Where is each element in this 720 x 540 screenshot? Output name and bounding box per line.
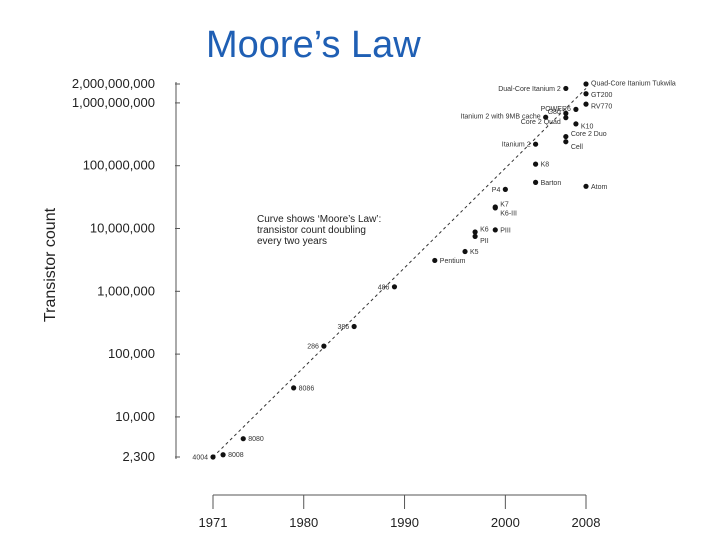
y-tick-label: 100,000,000	[83, 158, 155, 173]
slide-title: Moore’s Law	[206, 24, 421, 66]
data-point-label: Quad-Core Itanium Tukwila	[591, 81, 676, 88]
y-tick-label: 1,000,000	[97, 283, 155, 298]
data-point-label: PIII	[500, 227, 511, 234]
annotation-line: transistor count doubling	[257, 225, 366, 236]
data-point	[563, 85, 569, 92]
data-point	[492, 227, 498, 233]
annotation-line: every two years	[257, 236, 327, 247]
data-point	[462, 248, 468, 255]
y-tick-label: 2,000,000,000	[72, 76, 155, 91]
data-point-label: K5	[470, 249, 479, 256]
data-point	[220, 452, 226, 458]
data-point	[583, 91, 589, 97]
data-point-label: K6-III	[500, 210, 517, 217]
y-tick-label: 1,000,000,000	[72, 95, 155, 110]
data-point	[583, 101, 589, 107]
data-point-label: 8008	[228, 452, 244, 459]
x-tick-label: 2000	[491, 515, 520, 530]
data-point	[532, 179, 539, 185]
data-points-layer: 4004 8008 8080 8086 286 386 486 Pentium K5 K6 PII P…	[192, 81, 675, 462]
data-point	[532, 141, 539, 147]
x-axis: 1971 1980 1990 2000 2008	[199, 494, 601, 530]
data-point-label: RV770	[591, 104, 612, 111]
data-point-label: Barton	[541, 180, 562, 187]
data-point	[432, 257, 438, 264]
data-point	[563, 139, 569, 145]
x-tick-label: 2008	[572, 515, 601, 530]
data-point	[583, 81, 589, 87]
data-point	[321, 343, 327, 349]
data-point	[532, 161, 539, 167]
data-point-label: K7	[500, 202, 509, 209]
data-point-label: G80	[548, 109, 561, 116]
data-point-label: 286	[307, 344, 319, 351]
data-point-label: 8086	[299, 385, 315, 392]
data-point-label: 386	[337, 324, 349, 331]
data-point	[563, 110, 569, 116]
data-point-label: Itanium 2 with 9MB cache	[461, 114, 541, 121]
data-point-label: Core 2 Quad	[521, 119, 561, 126]
data-point-label: K6	[480, 226, 489, 233]
x-tick-label: 1971	[199, 515, 228, 530]
data-point-label: P4	[492, 187, 501, 194]
data-point	[291, 385, 297, 391]
data-point-label: PII	[480, 238, 489, 245]
data-point	[502, 186, 508, 192]
data-point-label: Itanium 2	[502, 142, 531, 149]
data-point	[472, 233, 478, 239]
y-axis: 2,000,000,000 1,000,000,000 100,000,000 10,…	[72, 76, 180, 464]
data-point-label: Pentium	[440, 258, 466, 265]
data-point	[563, 115, 569, 121]
data-point	[583, 183, 589, 189]
y-tick-label: 10,000,000	[90, 221, 155, 236]
data-point	[492, 205, 498, 211]
data-point-label: Dual-Core Itanium 2	[498, 86, 561, 93]
data-point-label: Core 2 Duo	[571, 131, 607, 138]
data-point-label: GT200	[591, 92, 613, 99]
data-point-label: 8080	[248, 436, 264, 443]
y-tick-label: 2,300	[122, 449, 155, 464]
annotation-line: Curve shows ‘Moore’s Law’:	[257, 214, 381, 225]
data-point	[573, 121, 579, 127]
data-point-label: K10	[581, 123, 594, 130]
data-point	[472, 229, 478, 235]
data-point	[240, 436, 246, 442]
x-tick-label: 1980	[289, 515, 318, 530]
data-point	[543, 114, 549, 120]
data-point-label: POWER6	[541, 106, 571, 113]
x-tick-label: 1990	[390, 515, 419, 530]
annotation: Curve shows ‘Moore’s Law’:transistor cou…	[257, 214, 381, 247]
y-axis-label: Transistor count	[42, 207, 59, 322]
y-tick-label: 100,000	[108, 346, 155, 361]
data-point	[563, 133, 569, 140]
data-point-label: 4004	[192, 455, 208, 462]
data-point	[351, 323, 357, 330]
y-tick-label: 10,000	[115, 409, 155, 424]
data-point	[210, 454, 216, 460]
data-point-label: Cell	[571, 144, 584, 151]
data-point	[391, 284, 398, 290]
data-point-label: 486	[378, 284, 390, 291]
data-point-label: K8	[541, 162, 550, 169]
data-point-label: Atom	[591, 184, 608, 191]
data-point	[573, 106, 579, 112]
